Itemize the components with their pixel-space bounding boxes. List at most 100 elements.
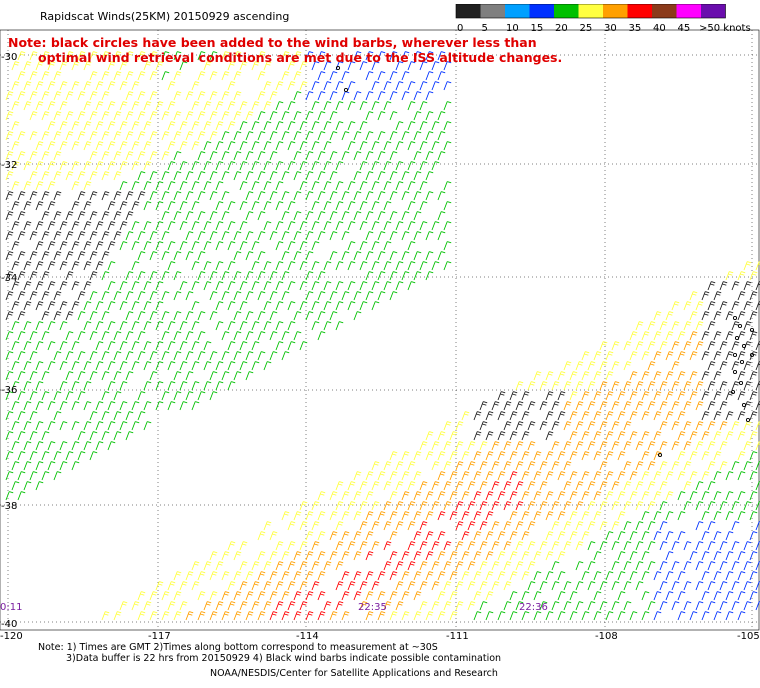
wind-barb: [173, 131, 182, 141]
wind-barb: [17, 251, 26, 261]
wind-barb: [413, 211, 422, 221]
wind-barb: [83, 101, 92, 111]
lon-label-1: -117: [148, 631, 171, 642]
wind-barb: [335, 501, 344, 511]
wind-barb: [485, 591, 494, 601]
wind-barb: [755, 581, 760, 591]
wind-barb: [371, 581, 380, 591]
wind-barb: [683, 301, 692, 311]
wind-barb: [749, 531, 758, 541]
wind-barb: [425, 451, 434, 461]
wind-barb: [299, 241, 308, 251]
wind-barb: [137, 591, 146, 601]
wind-barb: [149, 51, 158, 61]
wind-barb: [335, 481, 344, 491]
wind-barb: [395, 601, 404, 611]
wind-barb: [281, 331, 290, 341]
wind-barb: [713, 391, 722, 401]
wind-barb: [401, 91, 410, 101]
wind-barb: [263, 261, 272, 271]
wind-barb: [5, 331, 14, 341]
wind-barb: [305, 131, 314, 141]
wind-barb: [479, 401, 488, 411]
wind-barb: [599, 481, 608, 491]
wind-barb: [317, 291, 326, 301]
wind-barb: [701, 531, 710, 541]
wind-barb: [659, 461, 668, 471]
wind-barb: [335, 541, 344, 551]
wind-barb: [539, 421, 548, 431]
wind-barb: [107, 321, 116, 331]
wind-barb: [599, 501, 608, 511]
wind-barb: [197, 391, 206, 401]
wind-barb: [101, 131, 110, 141]
wind-barb: [587, 481, 596, 491]
wind-barb: [545, 491, 554, 501]
wind-barb: [245, 291, 254, 301]
wind-barb: [353, 131, 362, 141]
wind-barb: [59, 461, 68, 471]
wind-barb: [5, 231, 14, 241]
wind-barb: [29, 451, 38, 461]
wind-barb: [383, 281, 392, 291]
wind-barb: [119, 221, 128, 231]
wind-barb: [569, 411, 578, 421]
wind-barb: [149, 71, 158, 81]
wind-barb: [263, 121, 272, 131]
wind-barb: [311, 301, 320, 311]
wind-barb: [593, 391, 602, 401]
wind-barb: [683, 481, 692, 491]
wind-barb: [707, 281, 716, 291]
wind-barb: [131, 121, 140, 131]
wind-barb: [167, 601, 176, 611]
wind-barb: [359, 601, 368, 611]
wind-barb: [41, 211, 50, 221]
wind-barb: [233, 371, 242, 381]
wind-barb: [719, 441, 728, 451]
wind-barb: [17, 131, 26, 141]
wind-barb: [389, 71, 398, 81]
wind-barb: [359, 581, 368, 591]
wind-barb: [725, 491, 734, 501]
wind-barb: [533, 451, 542, 461]
wind-barb: [23, 461, 32, 471]
wind-barb: [173, 291, 182, 301]
wind-barb: [725, 271, 734, 281]
wind-barb: [113, 351, 122, 361]
wind-barb: [275, 101, 284, 111]
wind-barb: [5, 351, 14, 361]
wind-barb: [203, 561, 212, 571]
wind-barb: [755, 301, 760, 311]
wind-barb: [89, 351, 98, 361]
wind-barb: [191, 161, 200, 171]
wind-barb: [179, 361, 188, 371]
wind-barb: [743, 501, 752, 511]
wind-barb: [23, 441, 32, 451]
wind-barb: [71, 201, 80, 211]
wind-barb: [257, 271, 266, 281]
wind-barb: [461, 531, 470, 541]
wind-barb: [215, 181, 224, 191]
wind-barb: [227, 241, 236, 251]
wind-barb: [59, 261, 68, 271]
wind-barb: [299, 221, 308, 231]
wind-barb: [347, 481, 356, 491]
wind-barb: [749, 591, 758, 601]
wind-barb: [323, 81, 332, 91]
wind-barb: [65, 111, 74, 121]
wind-barb: [395, 481, 404, 491]
wind-barb: [353, 91, 362, 101]
wind-barb: [29, 131, 38, 141]
wind-barb: [197, 91, 206, 101]
wind-barb: [401, 271, 410, 281]
wind-barb: [233, 311, 242, 321]
wind-barb: [413, 511, 422, 521]
wind-barb: [101, 371, 110, 381]
wind-barb: [719, 601, 728, 611]
wind-barb: [119, 341, 128, 351]
wind-barb: [653, 491, 662, 501]
wind-barb: [287, 61, 296, 71]
wind-barb: [731, 581, 740, 591]
wind-barb: [365, 71, 374, 81]
wind-barb: [137, 311, 146, 321]
